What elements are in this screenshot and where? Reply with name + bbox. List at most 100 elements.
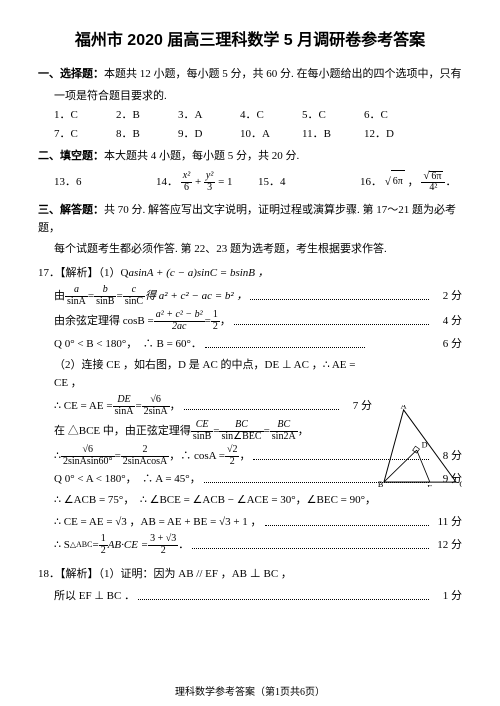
q17-l2-f2: 12 [211,310,220,332]
f: sin∠BEC [219,432,263,443]
section-3-head: 三、解答题：共 70 分. 解答应写出文字说明，证明过程或演算步骤. 第 17～… [38,202,462,237]
sub: △ABC [70,538,93,552]
q17-l7-f2: 22sinAcosA [121,445,169,467]
section-1-head: 一、选择题：本题共 12 小题，每小题 5 分，共 60 分. 在每小题给出的四… [38,66,462,84]
section-2-desc: 本大题共 4 小题，每小题 5 分，共 20 分. [104,150,299,162]
q17-l8: Q 0° < A < 180°， ∴ A = 45°， [54,470,201,489]
q17-head: 17．【解析】（1）QasinA + (c − a)sinC = bsinB ， [38,265,462,283]
f: 2ac [154,322,205,333]
q17-head-label: 17．【解析】（1）Q [38,267,128,279]
f: 2sinAcosA [121,457,169,468]
dotline [192,541,429,549]
q17-step5-content: ∴ CE = AE = DEsinA = √62sinA ， [54,395,342,417]
q18-step1: 所以 EF ⊥ BC ． 1 分 [38,587,462,606]
f: 2 [148,546,178,557]
f: sinC [123,297,145,308]
f: DE [113,395,136,407]
q17-step7-content: ∴ √62sinAsin60° = 22sinAcosA ，∴ cosA = √… [54,445,432,467]
dotline [138,592,429,600]
q17-l6-f1: CEsinB [191,420,213,442]
q17-l6-f2: BCsin∠BEC [219,420,263,442]
f: √2 [225,445,240,457]
page-footer: 理科数学参考答案（第1页共6页） [0,683,500,698]
q17-head-formula: asinA + (c − a)sinC = bsinB ， [128,267,268,279]
dotline [234,318,429,326]
q17-l2-pre: 由余弦定理得 cosB = [54,312,154,331]
ans-2: 2．B [116,107,178,124]
right-angle-mark [413,446,420,453]
q17-l1-f3: csinC [123,285,145,307]
a16-v1: 6π [385,170,405,194]
q17-step9: ∴ ∠ACB = 75°， ∴ ∠BCE = ∠ACB − ∠ACE = 30°… [38,492,462,510]
f: BC [219,420,263,432]
a16-v2d: 4² [421,183,445,194]
f: BC [270,420,298,432]
f: 2 [99,546,108,557]
ans-3: 3．A [178,107,240,124]
score: 11 分 [432,513,462,532]
f: 3 + √3 [148,534,178,546]
a14-frac2: y²3 [204,171,215,193]
a16-label: 16． [360,176,382,188]
a14-label: 14． [156,176,178,188]
a16-frac: 6π4² [421,171,445,194]
dotline [205,341,365,349]
section-1-desc1: 本题共 12 小题，每小题 5 分，共 60 分. 在每小题给出的四个选项中，只… [104,68,462,80]
f: sinA [113,407,136,418]
q17-l7-f3: √22 [225,445,240,467]
q17-step1: 由 asinA = bsinB = csinC 得 a² + c² − ac =… [38,285,462,307]
q17-l5-f1: DEsinA [113,395,136,417]
q17-l1-f1: asinA [65,285,88,307]
vertex-c: C [459,480,462,487]
section-1-desc2: 一项是符合题目要求的. [38,88,462,106]
score: 7 分 [342,397,372,416]
a14-f2d: 3 [204,183,215,194]
q17-step11-content: ∴ S△ABC = 12 AB·CE = 3 + √32 ． [54,534,432,556]
dotline [265,518,429,526]
section-2-head: 二、填空题：本大题共 4 小题，每小题 5 分，共 20 分. [38,148,462,166]
q17-step10: ∴ CE = AE = √3 ，AB = AE + BE = √3 + 1 ， … [38,513,462,532]
ans-1: 1．C [54,107,116,124]
q18-step1-content: 所以 EF ⊥ BC ． [54,587,432,606]
triangle-figure: A B C D E [378,405,462,487]
q17-l5-f2: √62sinA [142,395,170,417]
ans-9: 9．D [178,126,240,143]
f: sinB [191,432,213,443]
q17-l11-f2: 3 + √32 [148,534,178,556]
q17-l2-post: ， [220,312,231,331]
fill-row: 13．6 14． x²6 + y²3 = 1 15．4 16． 6π ， 6π4… [38,170,462,194]
q18: 18．【解析】（1）证明：因为 AB // EF ，AB ⊥ BC ， 所以 E… [38,566,462,605]
q17-step2-content: 由余弦定理得 cosB = a² + c² − b²2ac = 12 ， [54,310,432,332]
q17-l6-pre: 在 △BCE 中，由正弦定理得 [54,422,191,441]
ans-6: 6．C [364,107,426,124]
ans-13: 13．6 [54,170,156,194]
vertex-a: A [401,405,407,410]
a16-sep: ， [408,176,419,188]
a14-frac1: x²6 [181,171,192,193]
q17-step3-content: Q 0° < B < 180°， ∴ B = 60°． [54,335,432,354]
doc-title: 福州市 2020 届高三理科数学 5 月调研卷参考答案 [38,26,462,50]
q17-l1-post: 得 a² + c² − ac = b² ， [145,287,247,306]
q17-step6-content: 在 △BCE 中，由正弦定理得 CEsinB = BCsin∠BEC = BCs… [54,420,372,442]
ans-7: 7．C [54,126,116,143]
score: 4 分 [432,312,462,331]
q17-l2-f1: a² + c² − b²2ac [154,310,205,332]
f: sin2A [270,432,298,443]
score: 6 分 [432,335,462,354]
q17-l10-pre: ∴ CE = AE = √3 ，AB = AE + BE = √3 + 1 ， [54,513,262,532]
q17-l7-pre: ∴ [54,447,61,466]
vertex-e: E [427,483,432,487]
q17-step10-content: ∴ CE = AE = √3 ，AB = AE + BE = √3 + 1 ， [54,513,432,532]
section-3-desc2: 每个试题考生都必须作答. 第 22、23 题为选考题，考生根据要求作答. [38,241,462,259]
q17-l11-end: ． [178,536,189,555]
q17-step11: ∴ S△ABC = 12 AB·CE = 3 + √32 ． 12 分 [38,534,462,556]
score: 12 分 [432,536,462,555]
q17-step2: 由余弦定理得 cosB = a² + c² − b²2ac = 12 ， 4 分 [38,310,462,332]
q17-l1-pre: 由 [54,287,65,306]
ans-14: 14． x²6 + y²3 = 1 [156,170,258,194]
ans-10: 10．A [240,126,302,143]
line-ed [417,450,430,482]
q18-l1: 所以 EF ⊥ BC ． [54,587,135,606]
section-3-label: 三、解答题： [38,204,104,216]
q17-l6-post: ， [298,422,309,441]
